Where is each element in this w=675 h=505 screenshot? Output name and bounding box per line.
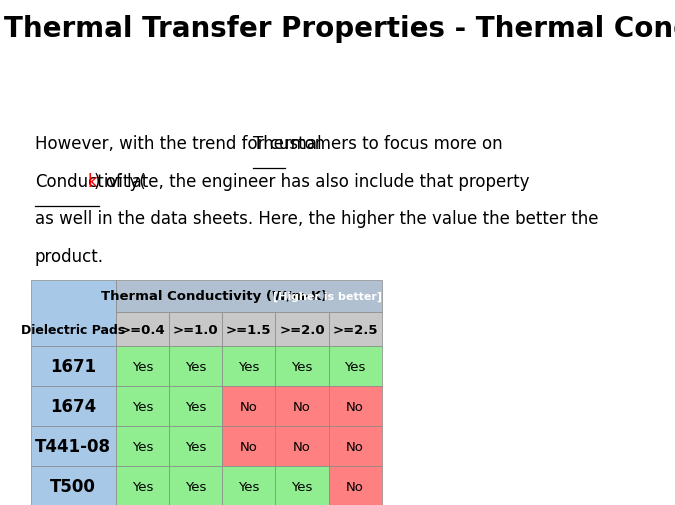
Text: Thermal Transfer Properties - Thermal Conductivity: Thermal Transfer Properties - Thermal Co… bbox=[4, 15, 675, 43]
FancyBboxPatch shape bbox=[169, 346, 222, 386]
FancyBboxPatch shape bbox=[222, 313, 275, 346]
FancyBboxPatch shape bbox=[115, 280, 382, 313]
FancyBboxPatch shape bbox=[115, 467, 169, 505]
Text: T500: T500 bbox=[51, 477, 97, 495]
Text: Yes: Yes bbox=[132, 360, 153, 373]
Text: Yes: Yes bbox=[132, 440, 153, 453]
FancyBboxPatch shape bbox=[31, 426, 115, 467]
Text: Yes: Yes bbox=[185, 440, 206, 453]
Text: Yes: Yes bbox=[238, 360, 259, 373]
Text: ) of late, the engineer has also include that property: ) of late, the engineer has also include… bbox=[94, 173, 529, 190]
FancyBboxPatch shape bbox=[169, 386, 222, 426]
FancyBboxPatch shape bbox=[222, 426, 275, 467]
FancyBboxPatch shape bbox=[275, 386, 329, 426]
Text: Thermal: Thermal bbox=[253, 135, 322, 153]
Text: Yes: Yes bbox=[185, 360, 206, 373]
FancyBboxPatch shape bbox=[329, 386, 382, 426]
Text: T441-08: T441-08 bbox=[35, 437, 111, 456]
FancyBboxPatch shape bbox=[169, 426, 222, 467]
FancyBboxPatch shape bbox=[115, 313, 169, 346]
Text: Yes: Yes bbox=[238, 480, 259, 493]
Text: 1671: 1671 bbox=[50, 358, 97, 375]
Text: >=2.5: >=2.5 bbox=[332, 323, 378, 336]
FancyBboxPatch shape bbox=[222, 346, 275, 386]
FancyBboxPatch shape bbox=[31, 346, 115, 386]
FancyBboxPatch shape bbox=[329, 426, 382, 467]
Text: >=1.5: >=1.5 bbox=[226, 323, 271, 336]
Text: Yes: Yes bbox=[344, 360, 366, 373]
Text: >=1.0: >=1.0 bbox=[173, 323, 218, 336]
Text: Yes: Yes bbox=[185, 480, 206, 493]
Text: No: No bbox=[240, 400, 258, 413]
Text: No: No bbox=[346, 400, 364, 413]
FancyBboxPatch shape bbox=[31, 386, 115, 426]
Text: Conductivity(: Conductivity( bbox=[34, 173, 145, 190]
Text: No: No bbox=[346, 440, 364, 453]
Text: Yes: Yes bbox=[132, 400, 153, 413]
FancyBboxPatch shape bbox=[115, 346, 169, 386]
Text: as well in the data sheets. Here, the higher the value the better the: as well in the data sheets. Here, the hi… bbox=[34, 210, 598, 228]
Text: >=0.4: >=0.4 bbox=[119, 323, 165, 336]
FancyBboxPatch shape bbox=[275, 467, 329, 505]
Text: Yes: Yes bbox=[292, 480, 313, 493]
FancyBboxPatch shape bbox=[329, 313, 382, 346]
Text: Yes: Yes bbox=[292, 360, 313, 373]
Text: However, with the trend for customers to focus more on: However, with the trend for customers to… bbox=[34, 135, 508, 153]
Text: Thermal Conductivity (W/m-K): Thermal Conductivity (W/m-K) bbox=[101, 290, 327, 302]
FancyBboxPatch shape bbox=[222, 467, 275, 505]
Text: Dielectric Pads: Dielectric Pads bbox=[21, 323, 126, 336]
Text: Yes: Yes bbox=[185, 400, 206, 413]
FancyBboxPatch shape bbox=[169, 313, 222, 346]
FancyBboxPatch shape bbox=[222, 386, 275, 426]
Text: k: k bbox=[88, 173, 98, 190]
Text: No: No bbox=[346, 480, 364, 493]
Text: Yes: Yes bbox=[132, 480, 153, 493]
FancyBboxPatch shape bbox=[115, 386, 169, 426]
FancyBboxPatch shape bbox=[31, 280, 115, 346]
FancyBboxPatch shape bbox=[329, 346, 382, 386]
FancyBboxPatch shape bbox=[275, 313, 329, 346]
Text: No: No bbox=[293, 440, 311, 453]
FancyBboxPatch shape bbox=[329, 467, 382, 505]
FancyBboxPatch shape bbox=[169, 467, 222, 505]
Text: product.: product. bbox=[34, 247, 104, 266]
FancyBboxPatch shape bbox=[275, 426, 329, 467]
FancyBboxPatch shape bbox=[115, 426, 169, 467]
Text: No: No bbox=[293, 400, 311, 413]
Text: >=2.0: >=2.0 bbox=[279, 323, 325, 336]
Text: 1674: 1674 bbox=[50, 397, 97, 416]
Text: [Higher is better]: [Higher is better] bbox=[273, 291, 382, 301]
FancyBboxPatch shape bbox=[275, 346, 329, 386]
FancyBboxPatch shape bbox=[31, 467, 115, 505]
Text: No: No bbox=[240, 440, 258, 453]
